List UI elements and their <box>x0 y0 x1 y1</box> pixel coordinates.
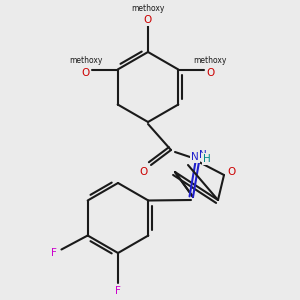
Text: O: O <box>144 15 152 25</box>
Text: methoxy: methoxy <box>131 4 165 13</box>
Text: methoxy: methoxy <box>69 56 103 65</box>
Text: O: O <box>206 68 214 79</box>
Text: O: O <box>139 167 147 177</box>
Text: N: N <box>199 150 207 160</box>
Text: O: O <box>228 167 236 177</box>
Text: N: N <box>191 152 199 162</box>
Text: methoxy: methoxy <box>194 56 227 65</box>
Text: F: F <box>50 248 56 259</box>
Text: O: O <box>82 68 90 79</box>
Text: H: H <box>203 154 211 164</box>
Text: F: F <box>115 286 121 296</box>
